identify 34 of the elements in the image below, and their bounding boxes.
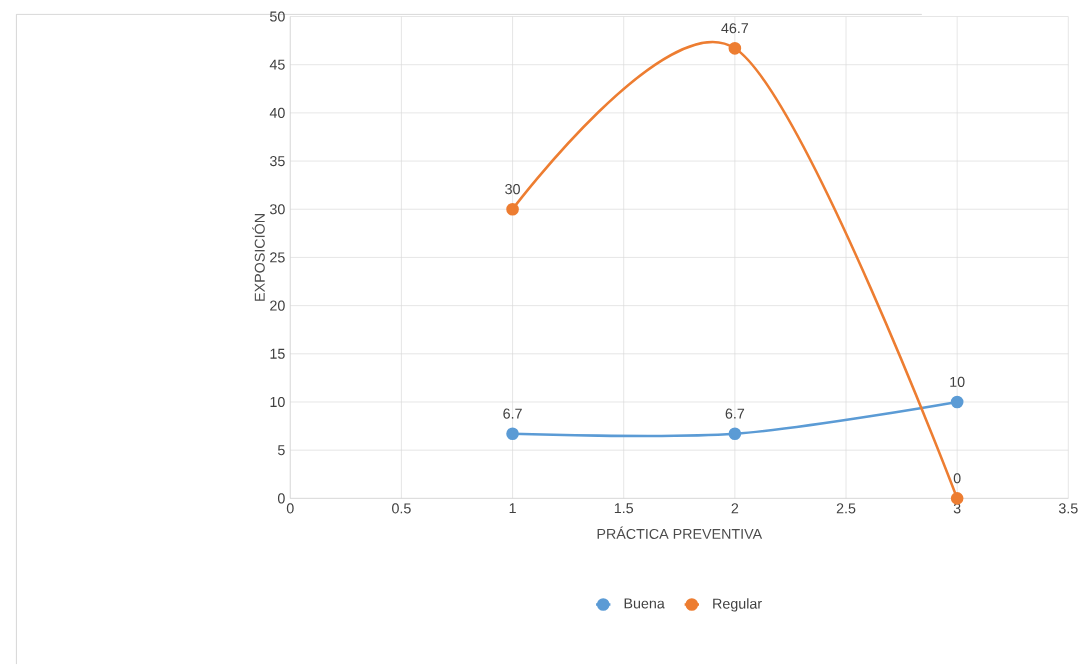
y-axis-title: EXPOSICIÓN [252,214,265,301]
x-axis-title: PRÁCTICA PREVENTIVA [597,526,763,540]
x-tick-label: 2 [731,503,739,514]
y-tick-label: 35 [269,156,285,167]
point [728,42,742,55]
y-tick-label: 50 [270,11,285,22]
point [506,427,519,441]
data-label: 30 [505,184,520,195]
x-tick-label: 0.5 [392,503,411,514]
y-tick-label: 10 [270,397,285,408]
data-label: 6.7 [725,408,745,419]
y-tick-label: 0 [277,493,285,504]
y-tick-label: 25 [270,252,285,263]
y-tick-label: 20 [270,300,285,311]
data-label: 6.7 [503,408,522,419]
data-label: 46.7 [721,23,749,34]
y-tick-label: 45 [269,59,285,70]
x-tick-label: 0 [286,503,294,514]
x-tick-label: 2.5 [836,503,856,514]
x-tick-label: 3.5 [1058,503,1078,514]
y-tick-label: 5 [277,445,285,456]
y-tick-label: 30 [269,204,285,215]
legend-label: Regular [713,598,762,612]
point [950,395,964,409]
point [506,203,519,216]
legend-label: Buena [624,598,665,609]
point [728,427,742,441]
point [950,492,964,505]
x-tick-label: 1.5 [614,503,634,514]
data-label: 10 [950,377,965,388]
y-tick-label: 15 [270,349,285,360]
x-tick-label: 1 [509,503,516,514]
data-label: 0 [953,473,961,484]
y-tick-label: 40 [269,108,285,119]
